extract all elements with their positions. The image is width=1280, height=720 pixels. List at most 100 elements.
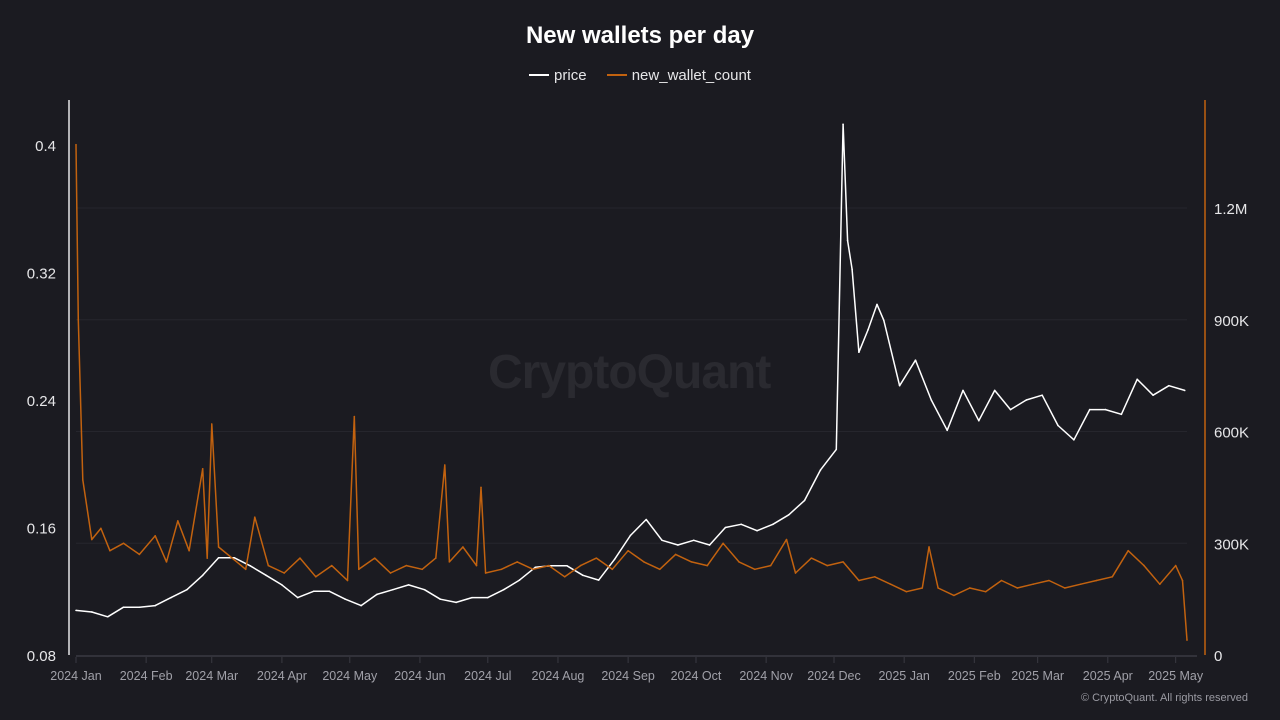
y-right-tick-label: 1.2M	[1214, 201, 1247, 218]
data-point-new-wallet-count	[516, 561, 519, 563]
data-point-price	[677, 544, 679, 546]
data-point-price	[296, 596, 299, 599]
data-point-price	[1136, 378, 1139, 381]
data-point-new-wallet-count	[722, 542, 724, 545]
data-point-price	[249, 564, 252, 567]
data-point-new-wallet-count	[984, 590, 987, 593]
data-point-price	[661, 539, 663, 542]
data-point-price	[708, 544, 711, 546]
data-point-new-wallet-count	[842, 561, 844, 563]
data-point-price	[455, 601, 457, 604]
legend-item-price[interactable]: price	[529, 67, 587, 84]
data-point-new-wallet-count	[77, 318, 80, 321]
x-tick-label: 2025 Apr	[1083, 669, 1133, 683]
data-point-price	[756, 529, 758, 532]
data-point-new-wallet-count	[937, 587, 939, 589]
data-point-new-wallet-count	[1032, 583, 1034, 586]
x-tick-label: 2024 Jul	[464, 669, 511, 683]
x-tick-label: 2024 Oct	[671, 669, 722, 683]
data-point-price	[566, 564, 568, 567]
data-point-new-wallet-count	[579, 564, 582, 567]
data-point-price	[360, 604, 362, 607]
data-point-new-wallet-count	[769, 564, 772, 567]
data-point-price	[597, 579, 600, 581]
data-point-price	[692, 539, 695, 542]
y-right-tick-label: 900K	[1214, 313, 1249, 330]
data-point-price	[217, 556, 220, 559]
data-point-new-wallet-count	[206, 557, 209, 559]
data-point-new-wallet-count	[738, 561, 740, 563]
x-tick-label: 2024 Mar	[185, 669, 238, 683]
data-point-price	[803, 499, 806, 502]
data-point-price	[898, 384, 901, 387]
data-point-price	[471, 596, 473, 599]
data-point-new-wallet-count	[421, 568, 423, 571]
data-point-new-wallet-count	[462, 546, 464, 548]
data-point-price	[281, 584, 283, 586]
y-right-tick-label: 300K	[1214, 536, 1249, 553]
data-point-new-wallet-count	[231, 557, 233, 559]
data-point-price	[835, 448, 838, 451]
data-point-new-wallet-count	[873, 575, 876, 578]
data-point-new-wallet-count	[330, 564, 333, 567]
data-point-price	[914, 359, 917, 361]
data-point-price	[882, 319, 885, 322]
data-point-new-wallet-count	[611, 568, 614, 571]
data-point-new-wallet-count	[674, 553, 677, 556]
data-point-price	[582, 574, 584, 577]
chart-title: New wallets per day	[525, 22, 755, 49]
y-left-tick-label: 0.16	[27, 521, 56, 538]
legend-label-price: price	[554, 66, 587, 84]
legend-swatch-price	[529, 74, 550, 76]
data-point-new-wallet-count	[138, 553, 141, 556]
data-point-price	[502, 588, 505, 591]
y-left-tick-label: 0.24	[27, 393, 56, 410]
data-point-new-wallet-count	[1000, 579, 1003, 582]
data-point-price	[439, 598, 442, 601]
data-point-price	[1088, 408, 1091, 411]
data-point-new-wallet-count	[475, 564, 478, 567]
data-point-new-wallet-count	[484, 572, 487, 574]
data-point-new-wallet-count	[122, 542, 125, 545]
data-point-price	[170, 596, 172, 599]
y-right-tick-label: 600K	[1214, 425, 1249, 442]
data-point-new-wallet-count	[1048, 579, 1050, 582]
data-point-price	[534, 566, 537, 569]
data-point-new-wallet-count	[1159, 583, 1161, 586]
data-point-new-wallet-count	[389, 572, 392, 574]
data-point-new-wallet-count	[627, 549, 629, 552]
data-point-new-wallet-count	[373, 557, 376, 559]
x-tick-label: 2025 Feb	[948, 669, 1001, 683]
data-point-new-wallet-count	[754, 568, 756, 571]
data-point-price	[724, 526, 727, 529]
data-point-price	[772, 523, 774, 526]
data-point-new-wallet-count	[177, 520, 179, 522]
x-tick-label: 2025 May	[1148, 669, 1204, 683]
x-tick-label: 2024 Nov	[739, 669, 793, 683]
data-point-price	[787, 513, 790, 516]
legend-item-new-wallet-count[interactable]: new_wallet_count	[606, 67, 751, 84]
data-point-price	[233, 556, 236, 559]
x-tick-label: 2024 Jan	[50, 669, 101, 683]
data-point-price	[876, 303, 878, 306]
x-tick-label: 2025 Mar	[1011, 669, 1064, 683]
data-point-new-wallet-count	[1064, 587, 1066, 589]
data-point-price	[186, 588, 188, 591]
data-point-new-wallet-count	[253, 516, 256, 518]
data-point-new-wallet-count	[658, 568, 661, 571]
data-point-new-wallet-count	[210, 423, 213, 425]
data-point-price	[1104, 408, 1107, 411]
data-point-new-wallet-count	[532, 568, 534, 571]
data-point-price	[946, 429, 948, 432]
y-right-tick-label: 0	[1214, 648, 1222, 665]
data-point-new-wallet-count	[548, 564, 550, 567]
legend: price new_wallet_count	[0, 63, 1280, 84]
data-point-price	[344, 598, 347, 601]
y-left-tick-label: 0.4	[35, 138, 56, 155]
data-point-price	[376, 593, 378, 596]
data-point-new-wallet-count	[434, 557, 437, 559]
data-point-new-wallet-count	[563, 575, 566, 578]
data-point-price	[851, 268, 853, 271]
data-point-new-wallet-count	[928, 546, 930, 548]
